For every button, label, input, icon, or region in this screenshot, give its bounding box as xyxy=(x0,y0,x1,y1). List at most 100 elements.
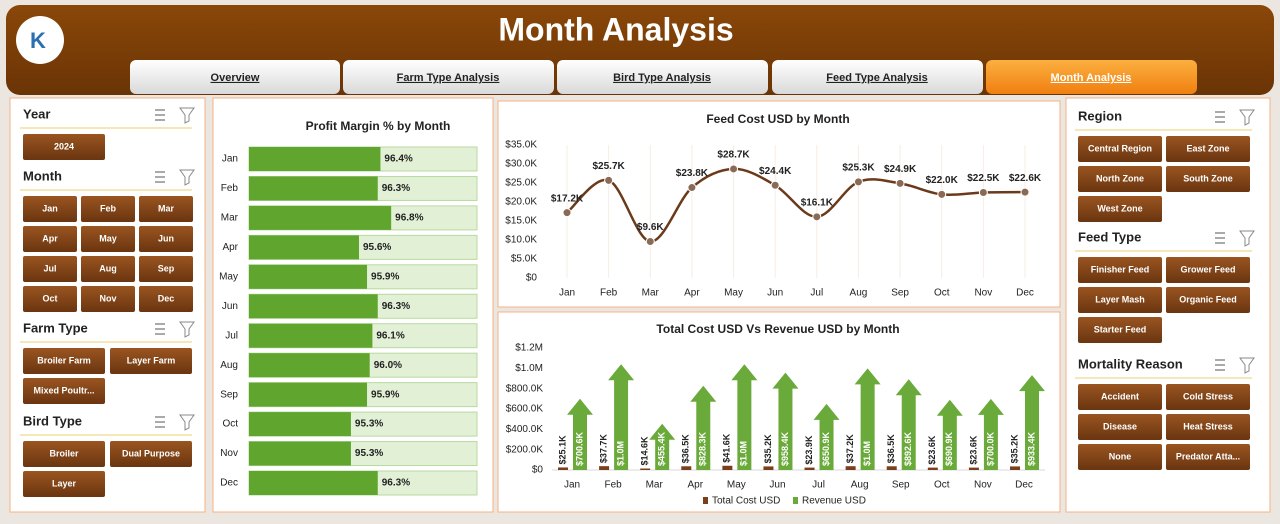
icon-clear-filter[interactable] xyxy=(179,107,195,124)
slicer-item[interactable]: Grower Feed xyxy=(1180,264,1235,274)
icon-clear-filter[interactable] xyxy=(1239,357,1255,374)
slicer-item[interactable]: Predator Atta... xyxy=(1176,451,1240,461)
tab-bg[interactable] xyxy=(130,60,340,94)
tab[interactable]: Farm Type Analysis xyxy=(397,72,500,84)
slicer-button[interactable] xyxy=(139,226,193,252)
slicer-button[interactable] xyxy=(81,226,135,252)
slicer-item[interactable]: Disease xyxy=(1103,421,1137,431)
slicer-item[interactable]: Finisher Feed xyxy=(1091,264,1150,274)
slicer-button[interactable] xyxy=(110,348,192,374)
point xyxy=(853,177,863,187)
slicer-button[interactable] xyxy=(1166,287,1250,313)
icon-clear-filter[interactable] xyxy=(179,321,195,338)
icon-clear-filter[interactable] xyxy=(179,414,195,431)
slicer-button[interactable] xyxy=(1166,166,1250,192)
slicer-button[interactable] xyxy=(139,256,193,282)
slicer-item[interactable]: Apr xyxy=(42,233,58,243)
slicer-item[interactable]: Layer Farm xyxy=(127,355,176,365)
slicer-button[interactable] xyxy=(23,286,77,312)
slicer-button[interactable] xyxy=(23,256,77,282)
slicer-button[interactable] xyxy=(23,378,105,404)
slicer-button[interactable] xyxy=(1166,384,1250,410)
icon-clear-filter[interactable] xyxy=(1239,109,1255,126)
slicer-item[interactable]: Broiler xyxy=(49,448,79,458)
slicer-item[interactable]: North Zone xyxy=(1096,173,1144,183)
slicer-button[interactable] xyxy=(23,441,105,467)
tab-bg[interactable] xyxy=(557,60,768,94)
slicer-item[interactable]: Accident xyxy=(1101,391,1139,401)
slicer-item[interactable]: Mar xyxy=(158,203,175,213)
y-tick-label: Jan xyxy=(222,154,238,165)
slicer-button[interactable] xyxy=(1166,136,1250,162)
slicer-item[interactable]: Jul xyxy=(43,263,56,273)
slicer-item[interactable]: Mixed Poultr... xyxy=(33,385,94,395)
tab[interactable]: Feed Type Analysis xyxy=(826,72,927,84)
slicer-button[interactable] xyxy=(23,226,77,252)
slicer-button[interactable] xyxy=(110,441,192,467)
slicer-button[interactable] xyxy=(1078,444,1162,470)
bar xyxy=(249,323,373,348)
slicer-item[interactable]: Sep xyxy=(158,263,175,273)
slicer-button[interactable] xyxy=(1078,287,1162,313)
slicer-button[interactable] xyxy=(81,256,135,282)
slicer-item[interactable]: Feb xyxy=(100,203,117,213)
slicer-item[interactable]: Organic Feed xyxy=(1179,294,1237,304)
legend-swatch xyxy=(793,497,798,504)
slicer-item[interactable]: Aug xyxy=(99,263,117,273)
slicer-item[interactable]: Jan xyxy=(42,203,58,213)
slicer-item[interactable]: South Zone xyxy=(1183,173,1233,183)
tab-bg[interactable] xyxy=(772,60,983,94)
tab-bg-active[interactable] xyxy=(986,60,1197,94)
slicer-item[interactable]: Cold Stress xyxy=(1183,391,1233,401)
slicer-button[interactable] xyxy=(1078,166,1162,192)
arrow-bar xyxy=(772,372,799,470)
slicer-button[interactable] xyxy=(1078,136,1162,162)
icon-clear-filter[interactable] xyxy=(179,169,195,186)
slicer-button[interactable] xyxy=(139,196,193,222)
slicer-button[interactable] xyxy=(81,196,135,222)
slicer-item[interactable]: Oct xyxy=(42,293,57,303)
arrow-bar xyxy=(567,398,593,470)
slicer-button[interactable] xyxy=(23,471,105,497)
data-label: 95.3% xyxy=(355,419,383,430)
y-tick-label: $10.0K xyxy=(505,235,537,246)
slicer-item[interactable]: Nov xyxy=(99,293,116,303)
slicer-button[interactable] xyxy=(23,196,77,222)
slicer-button[interactable] xyxy=(1078,257,1162,283)
slicer-item[interactable]: Heat Stress xyxy=(1183,421,1233,431)
slicer-item[interactable]: Central Region xyxy=(1088,143,1152,153)
slicer-item[interactable]: Dec xyxy=(158,293,175,303)
tab[interactable]: Bird Type Analysis xyxy=(613,72,711,84)
slicer-item[interactable]: 2024 xyxy=(54,141,74,151)
slicer-button[interactable] xyxy=(1078,317,1162,343)
slicer-item[interactable]: Layer xyxy=(52,478,77,488)
slicer-button[interactable] xyxy=(1166,414,1250,440)
slicer-item[interactable]: East Zone xyxy=(1186,143,1229,153)
slicer-button[interactable] xyxy=(1166,444,1250,470)
tab-bg[interactable] xyxy=(343,60,554,94)
slicer-item[interactable]: Starter Feed xyxy=(1094,324,1147,334)
slicer-button[interactable] xyxy=(23,134,105,160)
slicer-button[interactable] xyxy=(23,348,105,374)
slicer-item[interactable]: May xyxy=(99,233,117,243)
tab-active[interactable]: Month Analysis xyxy=(1051,72,1132,84)
arrow-bar xyxy=(690,385,717,470)
slicer-item[interactable]: Broiler Farm xyxy=(37,355,91,365)
data-label: $700.0K xyxy=(985,431,995,466)
slicer-button[interactable] xyxy=(1078,414,1162,440)
slicer-item[interactable]: None xyxy=(1109,451,1132,461)
slicer-item[interactable]: Jun xyxy=(158,233,174,243)
tab[interactable]: Overview xyxy=(211,72,260,84)
slicer-button[interactable] xyxy=(81,286,135,312)
icon-clear-filter[interactable] xyxy=(1239,230,1255,247)
slicer-button[interactable] xyxy=(1078,384,1162,410)
slicer-button[interactable] xyxy=(1078,196,1162,222)
x-tick-label: Feb xyxy=(604,480,622,491)
slicer-item[interactable]: Dual Purpose xyxy=(122,448,180,458)
slicer-item[interactable]: West Zone xyxy=(1097,203,1142,213)
legend-label: Total Cost USD xyxy=(712,496,780,507)
slicer-button[interactable] xyxy=(1166,257,1250,283)
slicer-button[interactable] xyxy=(139,286,193,312)
slicer-item[interactable]: Layer Mash xyxy=(1095,294,1145,304)
y-tick-label: Jul xyxy=(225,330,238,341)
